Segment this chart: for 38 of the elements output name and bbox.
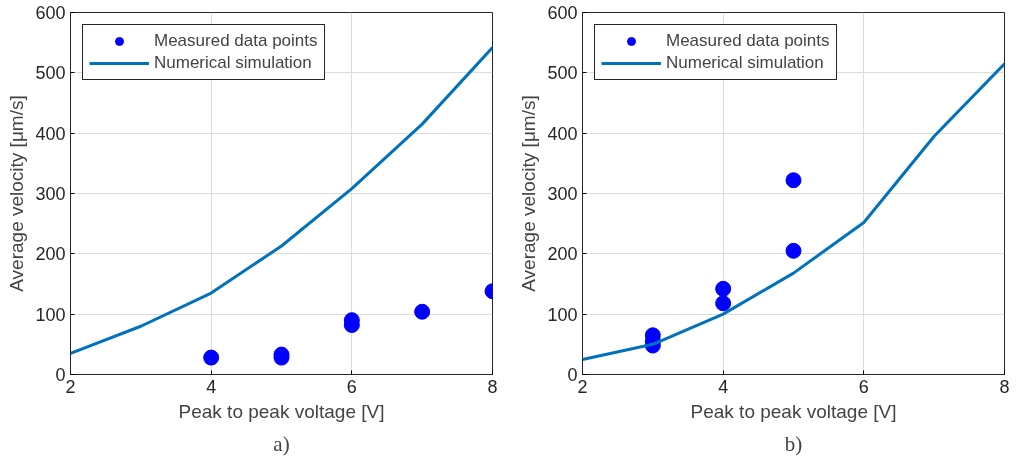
y-tick-label: 200 xyxy=(547,244,578,265)
y-tick-label: 600 xyxy=(35,3,66,23)
point xyxy=(203,349,220,366)
x-axis-title: Peak to peak voltage [V] xyxy=(178,400,385,422)
y-tick-label: 600 xyxy=(547,3,578,23)
x-tick-label: 8 xyxy=(487,376,498,397)
legend-label: Numerical simulation xyxy=(154,53,312,73)
y-tick-label: 500 xyxy=(35,63,66,84)
text: b) xyxy=(784,431,803,456)
y-axis-title: Average velocity [μm/s] xyxy=(518,95,540,292)
x-tick-label: 4 xyxy=(718,376,729,397)
x-tick-label: 8 xyxy=(999,376,1010,397)
x-tick-label: 6 xyxy=(858,376,869,397)
legend-label: Measured data points xyxy=(154,31,318,51)
y-tick-label: 0 xyxy=(55,365,66,385)
x-tick-label: 2 xyxy=(65,376,76,397)
y-tick-label: 300 xyxy=(547,184,578,204)
x-tick-label: 2 xyxy=(577,376,588,397)
y-tick-label: 100 xyxy=(35,304,66,325)
y-tick-label: 400 xyxy=(547,123,578,144)
legend-label: Numerical simulation xyxy=(666,53,824,73)
point xyxy=(785,172,802,189)
y-tick-label: 100 xyxy=(547,304,578,325)
point xyxy=(414,303,431,320)
y-tick-label: 200 xyxy=(35,244,66,265)
point xyxy=(785,242,802,259)
point xyxy=(715,295,732,312)
x-axis-title: Peak to peak voltage [V] xyxy=(690,400,897,422)
y-tick-label: 400 xyxy=(35,123,66,144)
y-tick-label: 500 xyxy=(547,63,578,84)
legend-label: Measured data points xyxy=(666,31,830,51)
point xyxy=(715,280,732,297)
x-tick-label: 4 xyxy=(206,376,217,397)
y-tick-label: 300 xyxy=(35,184,66,204)
y-tick-label: 0 xyxy=(567,365,578,385)
x-tick-label: 6 xyxy=(346,376,357,397)
text: a) xyxy=(273,431,290,456)
y-axis-title: Average velocity [μm/s] xyxy=(6,95,28,292)
